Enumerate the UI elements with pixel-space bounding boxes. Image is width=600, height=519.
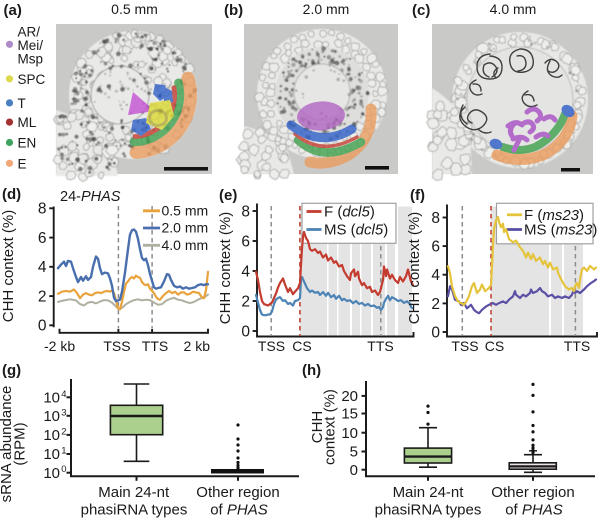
svg-text:E: E: [18, 156, 27, 171]
svg-text:0: 0: [431, 324, 440, 341]
svg-text:(a): (a): [4, 2, 22, 19]
svg-text:EN: EN: [18, 136, 37, 151]
svg-text:0: 0: [61, 464, 66, 475]
svg-text:Main 24-nt: Main 24-nt: [393, 484, 465, 501]
svg-text:(h): (h): [302, 362, 321, 379]
svg-text:15: 15: [341, 406, 358, 423]
svg-text:CHH context (%): CHH context (%): [217, 212, 234, 325]
svg-text:10: 10: [43, 390, 60, 407]
svg-text:2.0 mm: 2.0 mm: [303, 1, 350, 17]
svg-text:of PHAS: of PHAS: [505, 502, 563, 519]
svg-text:context (%): context (%): [322, 389, 339, 465]
svg-text:MS (dcl5): MS (dcl5): [324, 222, 388, 239]
svg-text:phasiRNA types: phasiRNA types: [81, 502, 188, 519]
svg-text:TTS: TTS: [367, 338, 393, 354]
svg-text:CS: CS: [485, 338, 504, 354]
svg-text:0: 0: [38, 318, 47, 335]
svg-text:of PHAS: of PHAS: [210, 502, 268, 519]
svg-text:4: 4: [241, 263, 250, 280]
svg-text:6: 6: [431, 239, 440, 256]
svg-text:TTS: TTS: [142, 338, 168, 354]
svg-text:CHH: CHH: [309, 411, 326, 444]
svg-text:2: 2: [61, 426, 66, 437]
svg-text:10: 10: [43, 427, 60, 444]
svg-text:Main 24-nt: Main 24-nt: [98, 484, 170, 501]
svg-text:SPC: SPC: [18, 72, 46, 87]
svg-text:(d): (d): [2, 186, 21, 203]
svg-text:4: 4: [38, 259, 47, 276]
svg-text:TSS: TSS: [258, 338, 285, 354]
svg-text:8: 8: [241, 203, 250, 220]
svg-text:CHH context (%): CHH context (%): [0, 210, 17, 323]
svg-text:sRNA abundance: sRNA abundance: [0, 386, 15, 503]
svg-text:ML: ML: [18, 115, 37, 130]
svg-text:CHH context (%): CHH context (%): [406, 212, 423, 325]
svg-text:2: 2: [431, 296, 440, 313]
svg-text:10: 10: [43, 446, 60, 463]
svg-text:MS (ms23): MS (ms23): [524, 222, 597, 239]
svg-text:(b): (b): [224, 2, 243, 19]
svg-text:-2 kb: -2 kb: [44, 338, 75, 354]
svg-text:24-PHAS: 24-PHAS: [60, 189, 121, 205]
svg-text:F (dcl5): F (dcl5): [324, 204, 375, 221]
svg-text:3: 3: [61, 407, 66, 418]
svg-text:10: 10: [43, 465, 60, 482]
svg-text:0: 0: [350, 462, 358, 479]
svg-text:4: 4: [431, 267, 440, 284]
svg-text:(RPM): (RPM): [12, 422, 29, 465]
svg-text:0.5 mm: 0.5 mm: [162, 202, 209, 218]
svg-text:5: 5: [350, 444, 358, 461]
svg-text:2.0 mm: 2.0 mm: [162, 220, 209, 236]
svg-text:4.0 mm: 4.0 mm: [162, 237, 209, 253]
svg-text:F (ms23): F (ms23): [524, 207, 584, 224]
svg-text:1: 1: [61, 446, 66, 457]
svg-text:4: 4: [61, 389, 66, 400]
svg-text:6: 6: [241, 233, 250, 250]
svg-text:10: 10: [341, 425, 358, 442]
svg-text:2: 2: [241, 293, 250, 310]
svg-text:Msp: Msp: [18, 52, 44, 67]
svg-text:TSS: TSS: [451, 338, 478, 354]
svg-text:2 kb: 2 kb: [184, 338, 211, 354]
svg-text:6: 6: [38, 230, 47, 247]
svg-text:Other region: Other region: [491, 484, 574, 501]
svg-text:Other region: Other region: [196, 484, 279, 501]
svg-text:TSS: TSS: [103, 338, 130, 354]
svg-text:8: 8: [431, 210, 440, 227]
svg-text:TTS: TTS: [564, 338, 590, 354]
svg-text:20: 20: [341, 388, 358, 405]
svg-text:T: T: [18, 96, 26, 111]
svg-text:phasiRNA types: phasiRNA types: [375, 502, 482, 519]
svg-text:0: 0: [241, 323, 250, 340]
svg-text:(f): (f): [410, 187, 425, 204]
svg-text:0.5 mm: 0.5 mm: [111, 1, 158, 17]
svg-text:Mei/: Mei/: [18, 38, 44, 53]
svg-text:CS: CS: [292, 338, 311, 354]
svg-text:(g): (g): [2, 362, 21, 379]
svg-text:AR/: AR/: [18, 25, 41, 40]
svg-text:2: 2: [38, 289, 47, 306]
svg-text:4.0 mm: 4.0 mm: [490, 1, 537, 17]
svg-text:(c): (c): [412, 2, 430, 19]
svg-text:(e): (e): [219, 187, 237, 204]
svg-text:8: 8: [38, 201, 47, 218]
svg-text:10: 10: [43, 408, 60, 425]
